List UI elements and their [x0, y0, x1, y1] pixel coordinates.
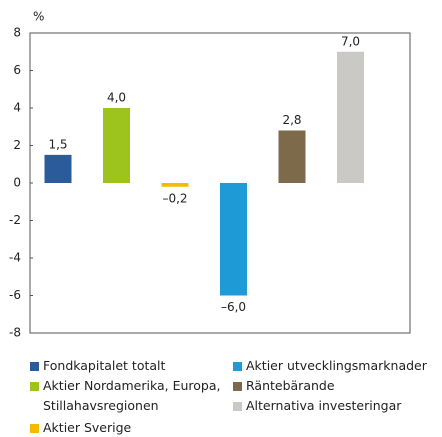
- y-tick-label: 4: [13, 101, 21, 115]
- y-tick-label: 8: [13, 26, 21, 40]
- y-tick-label: -6: [9, 288, 21, 302]
- bar: [161, 183, 189, 187]
- value-label: 7,0: [341, 34, 360, 48]
- legend-swatch: [30, 382, 39, 391]
- bar: [103, 108, 130, 183]
- y-tick-label: 0: [13, 176, 21, 190]
- legend-swatch: [30, 362, 39, 371]
- bar: [44, 154, 72, 183]
- y-tick-label: -2: [9, 213, 21, 227]
- y-tick-label: 2: [13, 138, 21, 152]
- value-label: 4,0: [107, 91, 126, 105]
- legend-swatch: [30, 424, 39, 433]
- y-axis-label: %: [33, 10, 44, 24]
- value-label: 2,8: [282, 113, 301, 127]
- legend-swatch: [233, 362, 242, 371]
- value-label: 1,5: [48, 137, 67, 151]
- legend-swatch: [233, 382, 242, 391]
- y-tick-label: 6: [13, 63, 21, 77]
- bar: [220, 183, 247, 296]
- bar: [337, 51, 364, 183]
- y-tick-label: -8: [9, 326, 21, 340]
- legend-label: Aktier Sverige: [43, 420, 132, 435]
- value-label: –0,2: [162, 191, 187, 205]
- legend-label: Aktier utvecklingsmarknader: [246, 358, 427, 373]
- value-label: –6,0: [221, 300, 246, 314]
- legend-label: Räntebärande: [246, 378, 335, 393]
- legend-swatch: [233, 402, 242, 411]
- legend-label: Aktier Nordamerika, Europa, Stillahavsre…: [43, 378, 221, 413]
- legend-label: Fondkapitalet totalt: [43, 358, 166, 373]
- legend-label: Alternativa investeringar: [246, 398, 402, 413]
- bar: [278, 130, 306, 183]
- y-tick-label: -4: [9, 251, 21, 265]
- chart: % 8 6 4 2 0 -2 -4 -6 -8 1,5 4,0 –0,2 –6,0 2,8 7,0: [9, 10, 411, 340]
